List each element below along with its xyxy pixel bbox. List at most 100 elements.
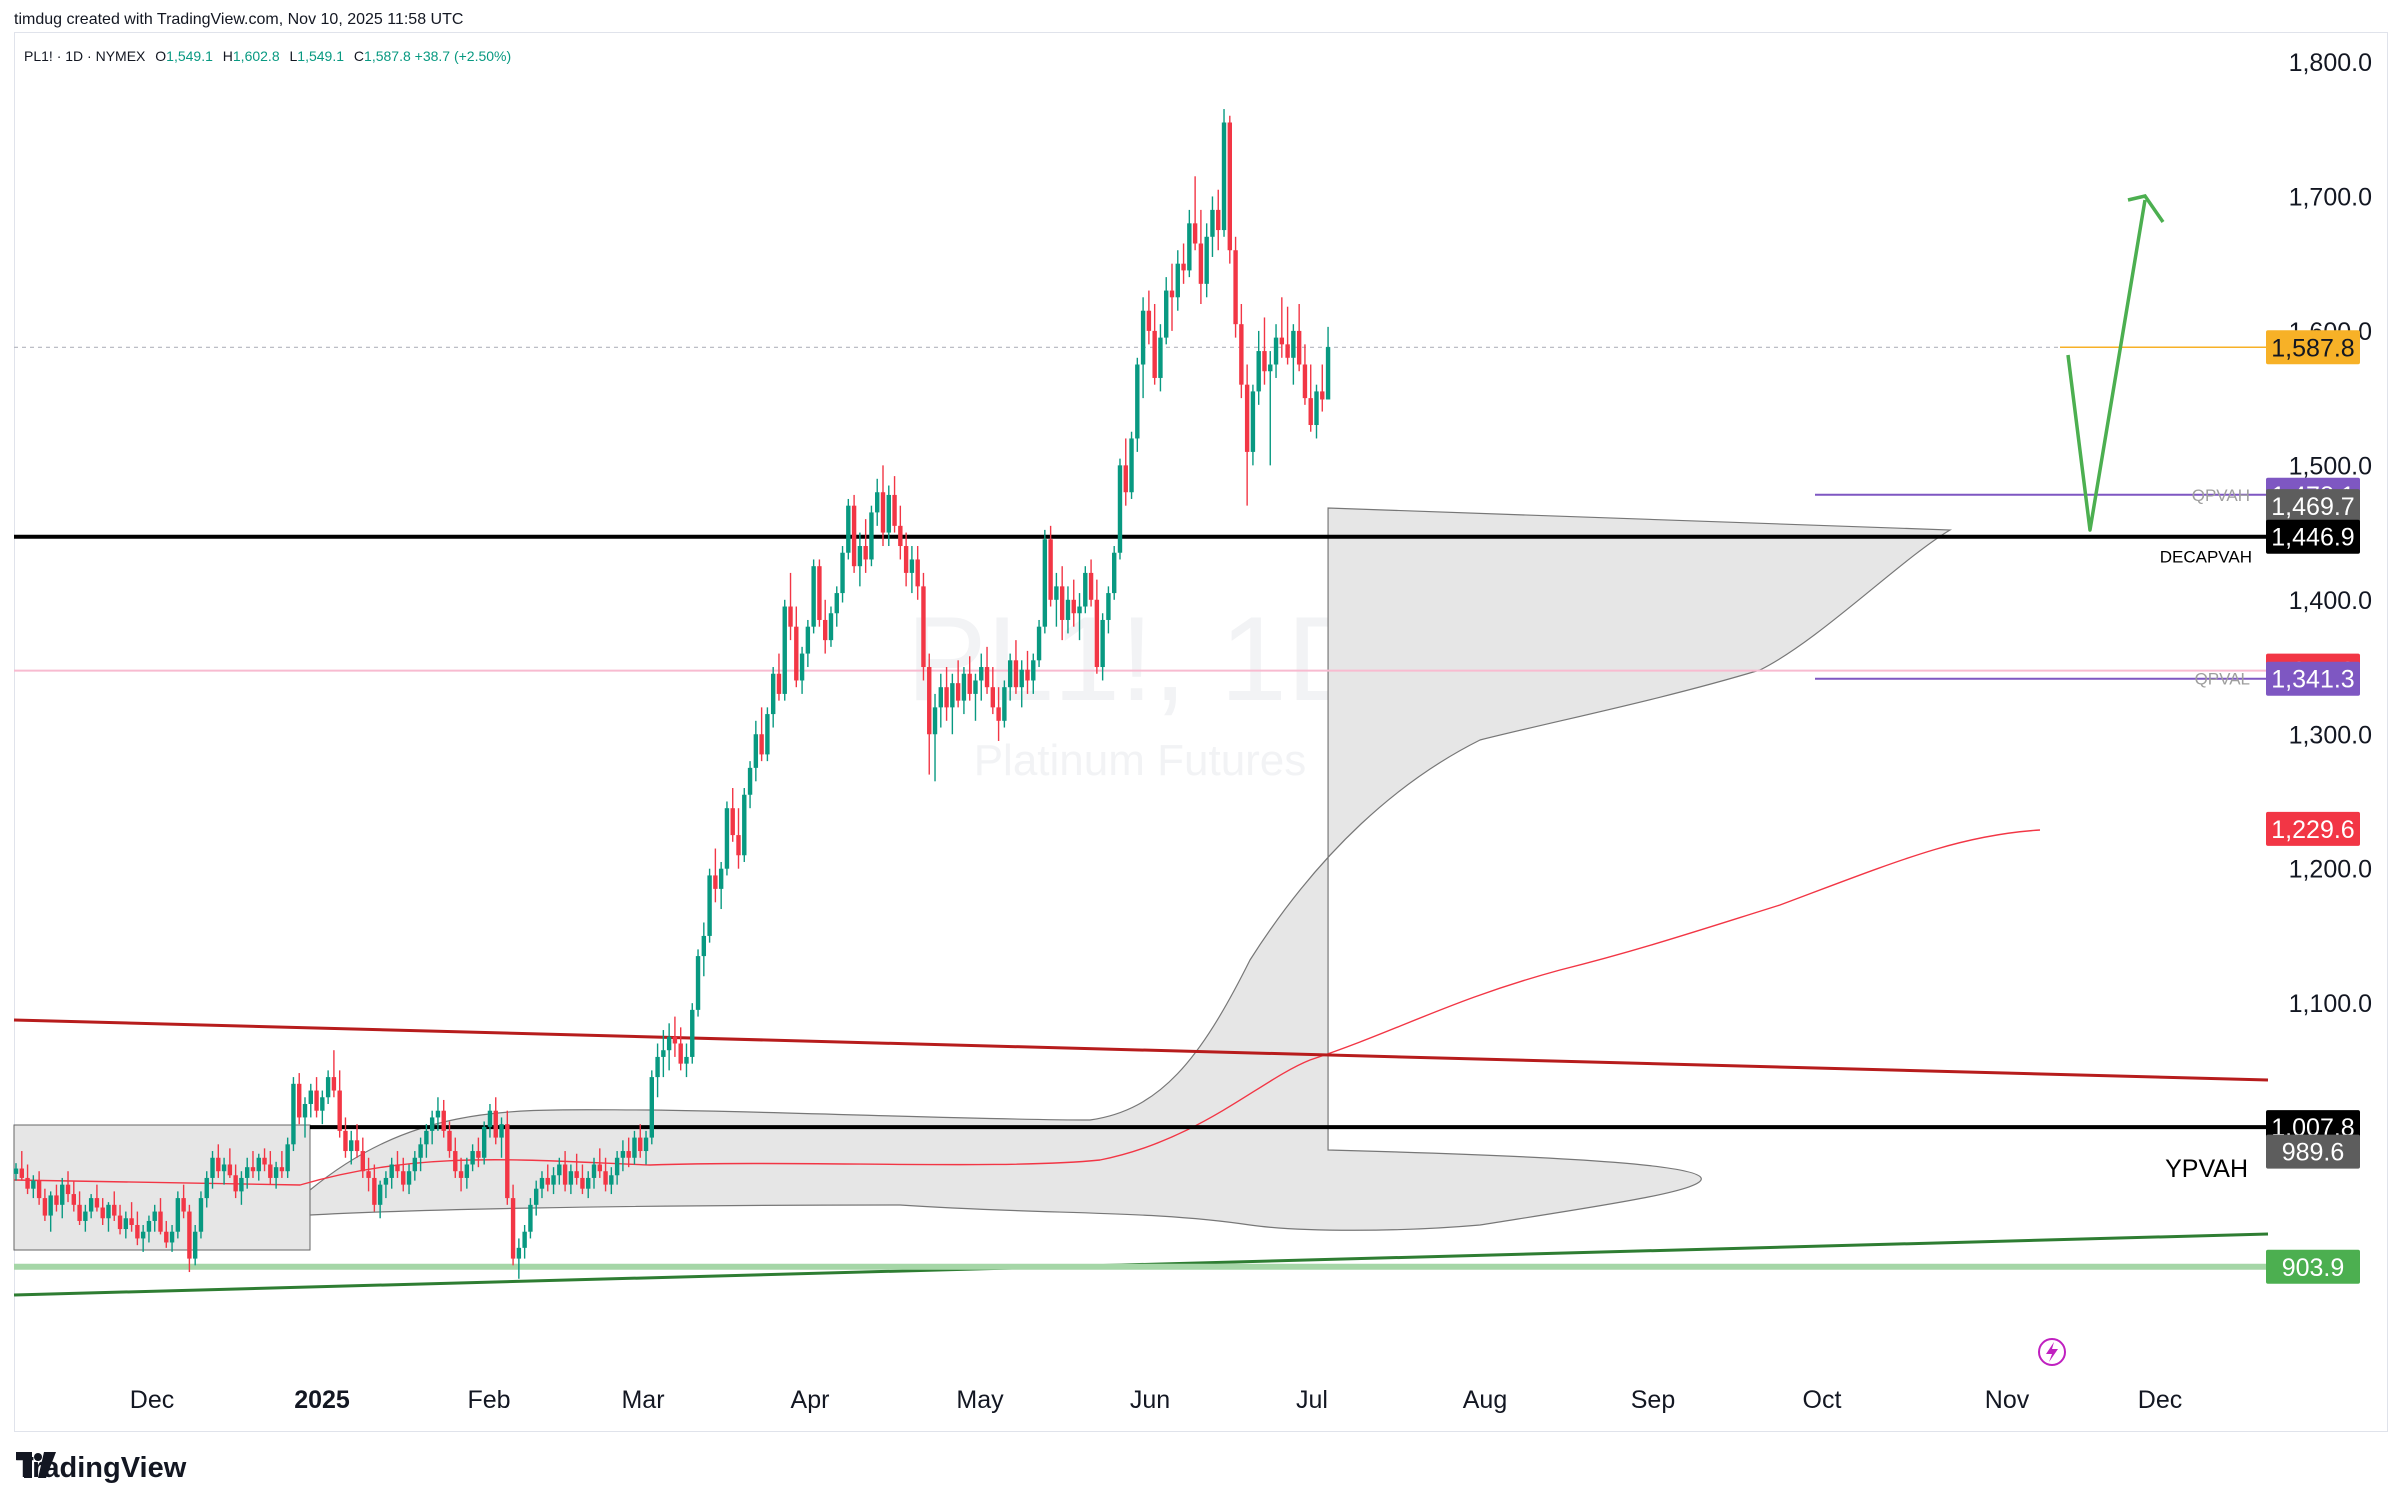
candle-body <box>25 1177 30 1189</box>
candle-body <box>36 1180 42 1199</box>
candle-body <box>996 707 1001 721</box>
candle-body <box>314 1090 319 1111</box>
candle-body <box>1325 347 1331 400</box>
candle-body <box>1175 263 1180 298</box>
candle-body <box>944 687 949 708</box>
candle-body <box>869 512 874 560</box>
candle-body <box>458 1171 464 1178</box>
candle-body <box>1192 223 1198 244</box>
candle-body <box>788 606 793 627</box>
candle-body <box>372 1177 377 1205</box>
candle-body <box>1007 660 1013 688</box>
forecast-arrowhead <box>2127 194 2165 223</box>
candle-body <box>603 1171 608 1185</box>
candle-body <box>435 1110 441 1118</box>
candle-body <box>1158 337 1163 378</box>
snapshot-credit: timdug created with TradingView.com, Nov… <box>14 11 464 28</box>
x-month-label: Apr <box>791 1386 830 1414</box>
chart-pane[interactable] <box>14 32 2388 1432</box>
candle-body <box>580 1177 585 1189</box>
candle-body <box>695 956 701 1010</box>
candle-body <box>60 1184 65 1205</box>
candle-body <box>562 1164 568 1185</box>
candle-body <box>638 1137 643 1152</box>
candle-body <box>828 613 834 641</box>
candle-body <box>782 606 787 694</box>
price-tag-label: 989.6 <box>2282 1139 2345 1167</box>
candle-body <box>880 492 886 533</box>
price-tag-label: 1,229.6 <box>2271 816 2354 844</box>
y-tick-label: 1,400.0 <box>2289 587 2372 615</box>
candle-body <box>851 505 857 567</box>
candle-body <box>297 1083 302 1118</box>
candle-body <box>1181 263 1186 271</box>
candle-body <box>990 687 996 708</box>
candle-body <box>395 1164 400 1172</box>
candle-body <box>441 1110 446 1131</box>
candle-body <box>1065 599 1071 620</box>
candle-body <box>204 1177 209 1199</box>
candle-body <box>31 1180 36 1189</box>
forecast-arrow <box>2066 199 2147 532</box>
candle-body <box>898 525 903 547</box>
candle-body <box>291 1083 296 1145</box>
candle-body <box>776 673 782 694</box>
candle-body <box>765 714 770 755</box>
y-tick-label: 1,300.0 <box>2289 721 2372 749</box>
candle-body <box>742 794 747 856</box>
candle-body <box>129 1218 134 1225</box>
candle-body <box>273 1167 279 1178</box>
candle-body <box>1031 660 1036 681</box>
candle-body <box>175 1198 181 1232</box>
candle-body <box>1112 552 1117 594</box>
candle-body <box>1083 572 1088 607</box>
candle-body <box>1204 236 1209 284</box>
legend-open-label: O <box>155 48 167 64</box>
candle-body <box>794 626 799 681</box>
candle-body <box>268 1164 273 1178</box>
candle-body <box>1198 243 1204 284</box>
candle-body <box>915 559 920 587</box>
candle-body <box>1123 465 1128 493</box>
watermark-name: Platinum Futures <box>974 736 1307 785</box>
x-month-label: Dec <box>130 1386 174 1414</box>
candle-body <box>857 546 863 567</box>
candle-body <box>927 667 932 735</box>
candle-body <box>921 586 926 668</box>
price-tag <box>2266 519 2360 554</box>
candle-body <box>932 707 938 735</box>
candle-body <box>210 1157 215 1178</box>
y-tick-label: 1,500.0 <box>2289 452 2372 480</box>
qpval-label: QPVAL <box>2195 670 2250 689</box>
x-month-label: Jul <box>1296 1386 1328 1414</box>
price-tag <box>2266 1134 2360 1169</box>
candle-body <box>349 1140 354 1152</box>
candle-body <box>112 1204 117 1216</box>
x-month-label: Nov <box>1985 1386 2030 1414</box>
candle-body <box>360 1151 365 1172</box>
candle-body <box>568 1171 574 1185</box>
candle-body <box>984 667 990 688</box>
candle-body <box>164 1231 169 1243</box>
candle-body <box>701 935 707 957</box>
candle-body <box>961 673 967 701</box>
candle-body <box>1250 391 1256 452</box>
candle-body <box>65 1184 71 1195</box>
candle-body <box>476 1151 481 1158</box>
candle-body <box>643 1137 649 1152</box>
moving-average-line <box>13 829 2041 1186</box>
tradingview-footer[interactable]: TradingView <box>16 1452 186 1485</box>
price-tag-label: 1,341.3 <box>2271 666 2354 694</box>
candle-body <box>1279 337 1285 345</box>
candle-body <box>77 1204 82 1221</box>
candle-body <box>221 1164 227 1172</box>
candle-body <box>279 1167 285 1172</box>
x-month-label: Feb <box>467 1386 510 1414</box>
candlestick-chart[interactable]: PL1!, 1D Platinum Futures QPVAH DECAPVAH QPV… <box>0 0 2400 1440</box>
candle-body <box>626 1151 631 1158</box>
candle-body <box>730 808 735 836</box>
candle-body <box>666 1036 672 1051</box>
y-tick-label: 1,800.0 <box>2289 49 2372 77</box>
candle-body <box>620 1151 626 1158</box>
price-tag-label: 903.9 <box>2282 1254 2345 1282</box>
